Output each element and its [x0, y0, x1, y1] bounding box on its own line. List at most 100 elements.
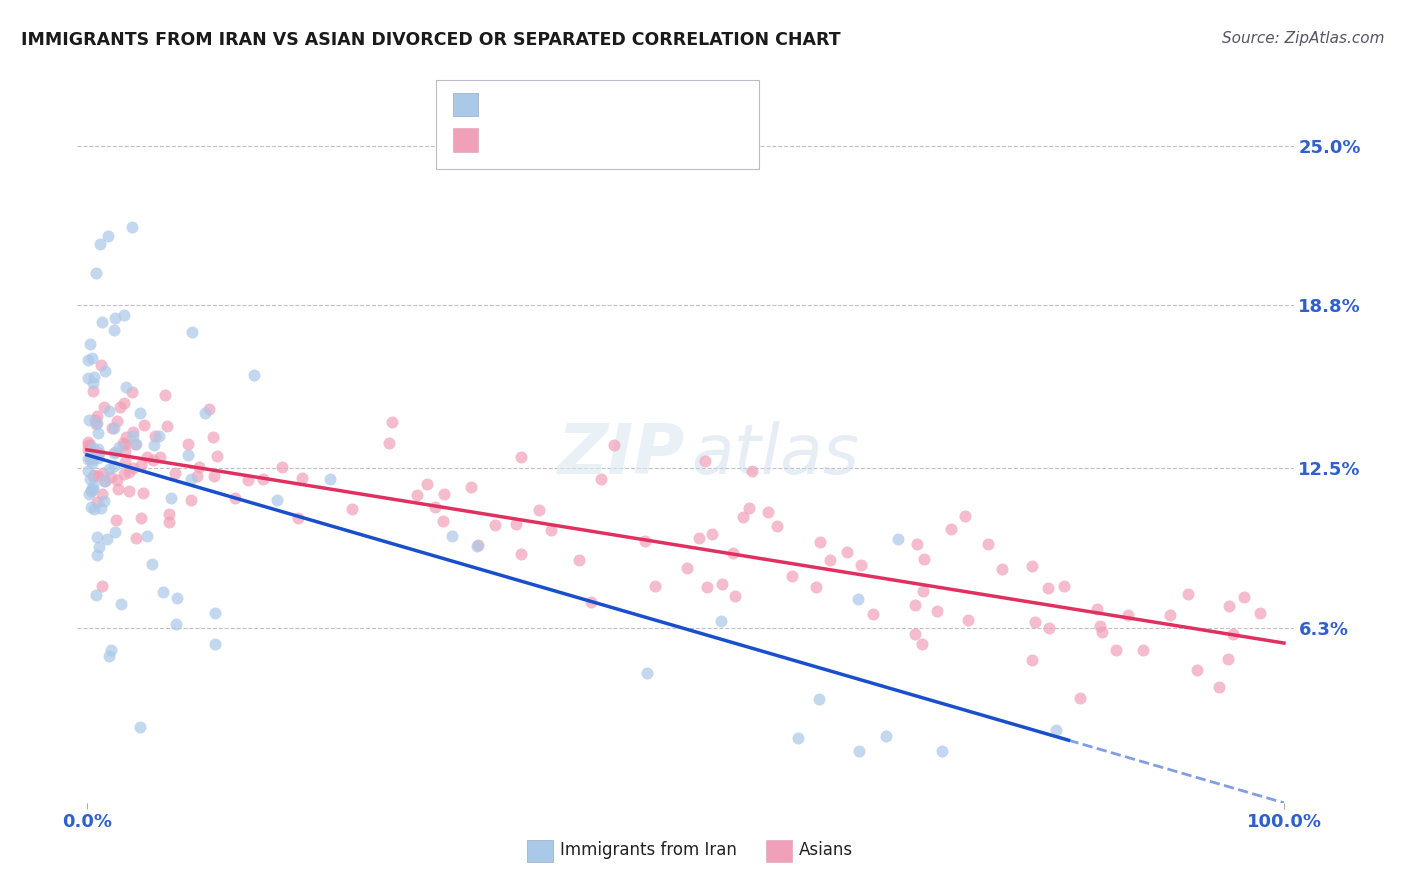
Point	[87, 450, 110, 465]
Text: N =: N =	[591, 95, 630, 113]
Point	[103, 446, 125, 460]
Point	[82, 468, 104, 483]
Point	[416, 477, 439, 491]
Point	[80, 483, 103, 497]
Text: 146: 146	[626, 131, 661, 149]
Point	[319, 472, 342, 486]
Text: N =: N =	[591, 131, 630, 149]
Point	[122, 429, 145, 443]
Point	[484, 517, 506, 532]
Point	[117, 484, 139, 499]
Point	[104, 524, 127, 539]
Point	[202, 469, 225, 483]
Point	[87, 468, 110, 483]
Point	[79, 336, 101, 351]
Point	[205, 449, 228, 463]
Point	[103, 459, 125, 474]
Point	[77, 451, 100, 466]
Point	[405, 488, 427, 502]
Point	[271, 460, 294, 475]
Point	[204, 637, 226, 651]
Point	[90, 315, 112, 329]
Point	[806, 580, 828, 594]
Point	[115, 380, 138, 394]
Text: Asians: Asians	[799, 841, 852, 859]
Point	[89, 237, 111, 252]
Point	[1021, 653, 1043, 667]
Point	[90, 579, 112, 593]
Point	[204, 606, 226, 620]
Point	[82, 441, 104, 455]
Text: R =: R =	[485, 95, 523, 113]
Point	[912, 552, 935, 566]
Point	[86, 416, 108, 430]
Point	[93, 466, 115, 480]
Point	[82, 384, 104, 399]
Point	[180, 325, 202, 339]
Point	[1177, 587, 1199, 601]
Point	[108, 440, 131, 454]
Point	[509, 547, 531, 561]
Point	[905, 536, 928, 550]
Point	[110, 597, 132, 611]
Point	[201, 430, 224, 444]
Point	[787, 731, 810, 746]
Point	[177, 448, 200, 462]
Text: R =: R =	[485, 131, 523, 149]
Point	[721, 546, 744, 560]
Point	[911, 583, 934, 598]
Point	[87, 541, 110, 555]
Point	[568, 553, 591, 567]
Text: Immigrants from Iran: Immigrants from Iran	[560, 841, 737, 859]
Point	[634, 533, 657, 548]
Point	[180, 472, 202, 486]
Point	[808, 535, 831, 549]
Point	[188, 460, 211, 475]
Text: -0.806: -0.806	[520, 131, 579, 149]
Point	[1249, 607, 1271, 621]
Point	[90, 501, 112, 516]
Point	[180, 492, 202, 507]
Point	[122, 425, 145, 439]
Text: 84: 84	[626, 95, 655, 113]
Point	[887, 532, 910, 546]
Point	[432, 514, 454, 528]
Point	[198, 401, 221, 416]
Point	[100, 642, 122, 657]
Point	[77, 434, 100, 449]
Point	[378, 435, 401, 450]
Point	[86, 495, 108, 509]
Point	[1091, 625, 1114, 640]
Point	[510, 450, 533, 464]
Point	[105, 473, 128, 487]
Point	[94, 363, 117, 377]
Point	[128, 406, 150, 420]
Point	[93, 400, 115, 414]
Point	[129, 458, 152, 472]
Point	[148, 450, 170, 465]
Point	[103, 323, 125, 337]
Point	[440, 528, 463, 542]
Point	[114, 444, 136, 458]
Point	[927, 604, 949, 618]
Point	[818, 553, 841, 567]
Point	[82, 452, 104, 467]
Point	[1038, 621, 1060, 635]
Point	[236, 473, 259, 487]
Point	[1088, 619, 1111, 633]
Point	[423, 500, 446, 514]
Point	[114, 437, 136, 451]
Point	[101, 421, 124, 435]
Point	[111, 436, 134, 450]
Point	[104, 513, 127, 527]
Y-axis label: Divorced or Separated: Divorced or Separated	[0, 368, 7, 541]
Point	[194, 406, 217, 420]
Point	[131, 486, 153, 500]
Point	[121, 384, 143, 399]
Point	[1021, 559, 1043, 574]
Point	[1053, 579, 1076, 593]
Point	[505, 516, 527, 531]
Point	[904, 598, 927, 612]
Point	[467, 537, 489, 551]
Text: Source: ZipAtlas.com: Source: ZipAtlas.com	[1222, 31, 1385, 46]
